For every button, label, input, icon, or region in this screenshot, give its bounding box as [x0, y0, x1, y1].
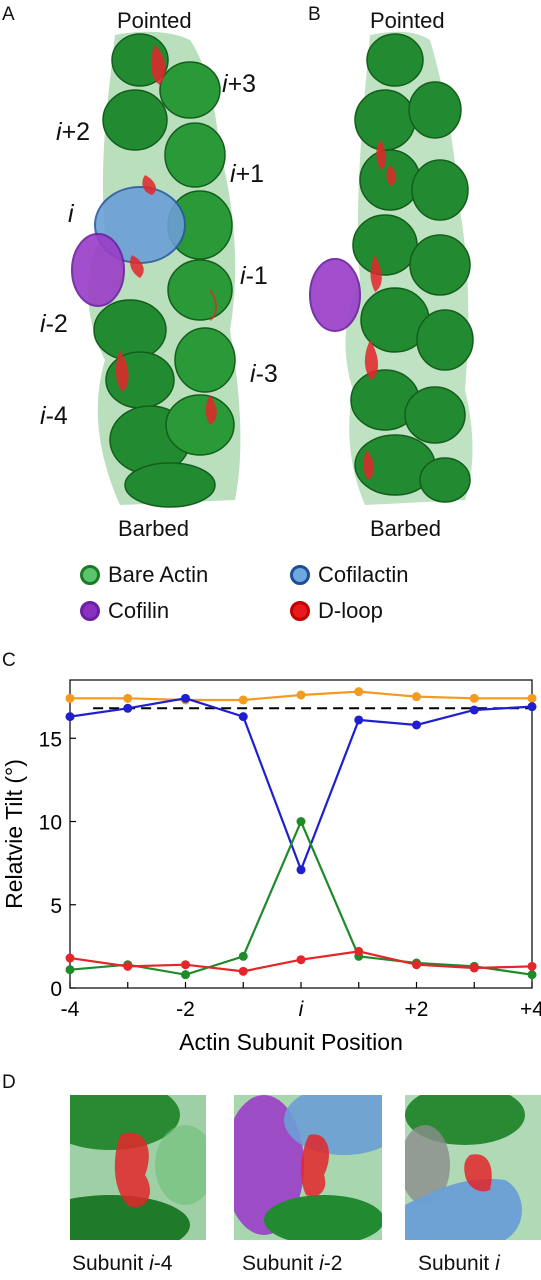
data-point-series-1 — [238, 712, 248, 722]
y-axis-label: Relatvie Tilt (°) — [1, 759, 27, 909]
subunit-i-minus-4-closeup — [70, 1095, 206, 1240]
y-tick-label: 10 — [39, 812, 62, 835]
legend-item-cofilactin: Cofilactin — [290, 562, 408, 588]
subunit-label-i-minus-1: i-1 — [240, 262, 268, 290]
panel-a-barbed-label: Barbed — [118, 516, 189, 541]
data-point-series-3 — [238, 966, 248, 976]
d-loop-density — [114, 1132, 150, 1208]
subunit-label-i-plus-3: i+3 — [222, 70, 257, 98]
data-point-series-2 — [527, 970, 537, 980]
data-point-series-0 — [123, 693, 133, 703]
subunit-label-i-minus-4: i-4 — [40, 402, 68, 430]
series-line-2 — [69, 818, 533, 976]
plot-frame — [69, 679, 533, 989]
legend-item-cofilin: Cofilin — [80, 598, 169, 624]
chart-axes: 0 5 10 15 -4 -2 i +2 +4 — [39, 679, 541, 1021]
caption-subunit-i-minus-2: Subunit i-2 — [242, 1252, 343, 1275]
cofilin-density — [309, 258, 361, 332]
data-point-series-2 — [238, 951, 248, 961]
panel-a-pointed-label: Pointed — [117, 8, 192, 33]
panel-b-filament-structure — [309, 31, 474, 505]
data-point-series-3 — [412, 960, 421, 970]
x-tick-label: i — [299, 998, 305, 1021]
d-loop-density — [301, 1134, 329, 1197]
y-tick-label: 5 — [50, 895, 62, 918]
relative-tilt-chart: 0 5 10 15 -4 -2 i +2 +4 Relatvie Tilt (°) Actin … — [1, 679, 541, 1055]
legend-marker-cofilactin — [290, 565, 310, 585]
data-point-series-3 — [527, 961, 537, 971]
data-point-series-0 — [65, 693, 75, 703]
subunit-label-i-plus-2: i+2 — [56, 118, 91, 146]
panel-d-letter: D — [2, 1072, 16, 1093]
subunit-label-i-minus-3: i-3 — [250, 360, 278, 388]
panel-a-filament-structure — [71, 31, 241, 508]
panel-b-pointed-label: Pointed — [370, 8, 445, 33]
data-point-series-1 — [123, 703, 133, 713]
legend-marker-bare-actin — [80, 565, 100, 585]
data-point-series-3 — [123, 961, 133, 971]
y-tick-label: 0 — [50, 978, 62, 1001]
legend-marker-d-loop — [290, 601, 310, 621]
data-point-series-1 — [412, 720, 421, 730]
data-point-series-3 — [296, 955, 306, 965]
data-point-series-3 — [469, 963, 479, 973]
data-point-series-1 — [65, 712, 75, 722]
chart-series — [65, 687, 537, 980]
data-point-series-0 — [296, 690, 306, 700]
panel-b-letter: B — [308, 4, 321, 25]
x-tick-label: -2 — [176, 998, 195, 1021]
panel-c-letter: C — [2, 650, 16, 671]
subunit-label-i-plus-1: i+1 — [230, 160, 265, 188]
data-point-series-1 — [527, 702, 537, 712]
data-point-series-2 — [65, 965, 75, 975]
data-point-series-1 — [354, 715, 364, 725]
subunit-i-minus-2-closeup — [234, 1095, 382, 1240]
panel-b-barbed-label: Barbed — [370, 516, 441, 541]
data-point-series-3 — [354, 946, 364, 956]
x-tick-label: +4 — [520, 998, 541, 1021]
x-axis-label: Actin Subunit Position — [179, 1029, 403, 1055]
data-point-series-0 — [527, 693, 537, 703]
y-tick-label: 15 — [39, 728, 62, 751]
subunit-label-i-minus-2: i-2 — [40, 310, 68, 338]
data-point-series-3 — [181, 960, 190, 970]
x-tick-label: -4 — [61, 998, 80, 1021]
series-line-1 — [69, 697, 533, 873]
caption-subunit-i-minus-4: Subunit i-4 — [72, 1252, 173, 1275]
data-point-series-0 — [469, 693, 479, 703]
data-point-series-0 — [412, 692, 421, 702]
subunit-label-i: i — [68, 200, 74, 228]
cofilin-density — [71, 233, 125, 307]
panel-a-letter: A — [2, 4, 15, 25]
legend-item-bare-actin: Bare Actin — [80, 562, 208, 588]
actin-subunits-strand-2 — [159, 61, 236, 456]
d-loops — [363, 140, 397, 480]
d-loop-density — [464, 1154, 492, 1192]
actin-subunits — [350, 33, 474, 503]
data-point-series-1 — [296, 865, 306, 875]
data-point-series-3 — [65, 953, 75, 963]
subunit-i-closeup — [405, 1095, 541, 1240]
x-tick-label: +2 — [405, 998, 429, 1021]
data-point-series-2 — [181, 970, 190, 980]
data-point-series-2 — [296, 817, 306, 827]
caption-subunit-i: Subunit i — [418, 1252, 500, 1275]
d-loops — [115, 45, 217, 425]
legend-item-d-loop: D-loop — [290, 598, 383, 624]
data-point-series-1 — [181, 693, 190, 703]
data-point-series-0 — [354, 687, 364, 697]
data-point-series-0 — [238, 695, 248, 705]
legend-marker-cofilin — [80, 601, 100, 621]
data-point-series-1 — [469, 705, 479, 715]
